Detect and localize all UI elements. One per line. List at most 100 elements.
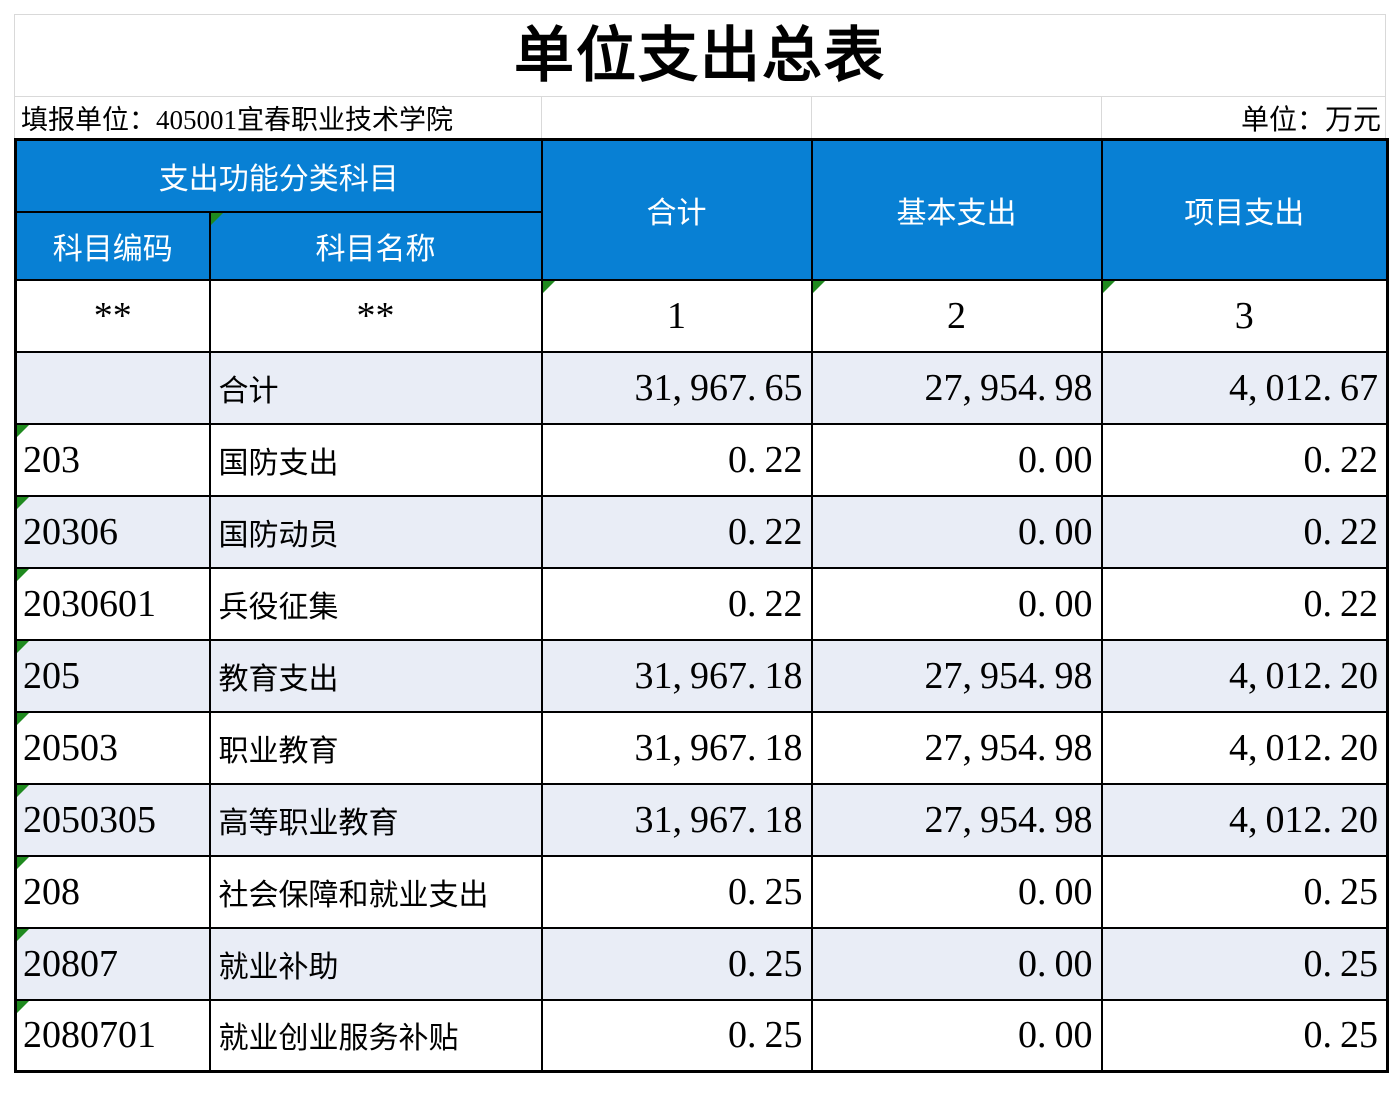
table-row: 2080701 就业创业服务补贴 0. 25 0. 00 0. 25 bbox=[14, 998, 1389, 1073]
table-row: 2050305 高等职业教育 31, 967. 18 27, 954. 98 4, 012. 20 bbox=[14, 782, 1389, 857]
row-total-cell[interactable]: 31, 967. 18 bbox=[540, 638, 813, 713]
row-name-cell[interactable]: 就业创业服务补贴 bbox=[208, 998, 543, 1073]
table-row: 20306 国防动员 0. 22 0. 00 0. 22 bbox=[14, 494, 1389, 569]
placeholder-code-cell: ** bbox=[14, 278, 211, 353]
row-basic-cell[interactable]: 0. 00 bbox=[810, 998, 1103, 1073]
row-name-cell[interactable]: 社会保障和就业支出 bbox=[208, 854, 543, 929]
row-project-cell[interactable]: 4, 012. 67 bbox=[1100, 350, 1389, 425]
error-indicator-icon bbox=[17, 425, 29, 437]
reporting-unit-label: 填报单位：405001宜春职业技术学院 bbox=[21, 105, 453, 135]
header-basic-label: 基本支出 bbox=[896, 196, 1017, 230]
table-row: 20503 职业教育 31, 967. 18 27, 954. 98 4, 012. 20 bbox=[14, 710, 1389, 785]
row-project-cell[interactable]: 4, 012. 20 bbox=[1100, 638, 1389, 713]
row-basic-cell[interactable]: 27, 954. 98 bbox=[810, 350, 1103, 425]
row-total-cell[interactable]: 0. 22 bbox=[540, 566, 813, 641]
column-index-row: ** ** 1 2 3 bbox=[14, 278, 1389, 353]
row-name-cell[interactable]: 职业教育 bbox=[208, 710, 543, 785]
table-row: 208 社会保障和就业支出 0. 25 0. 00 0. 25 bbox=[14, 854, 1389, 929]
table-row: 203 国防支出 0. 22 0. 00 0. 22 bbox=[14, 422, 1389, 497]
row-total-cell[interactable]: 31, 967. 18 bbox=[540, 710, 813, 785]
row-project-cell[interactable]: 0. 25 bbox=[1100, 998, 1389, 1073]
info-band: 填报单位：405001宜春职业技术学院 单位：万元 bbox=[14, 96, 1386, 138]
row-total-cell[interactable]: 0. 25 bbox=[540, 926, 813, 1001]
header-name-label: 科目名称 bbox=[315, 232, 436, 266]
error-indicator-icon bbox=[17, 713, 29, 725]
header-project: 项目支出 bbox=[1100, 138, 1389, 281]
row-name-cell[interactable]: 兵役征集 bbox=[208, 566, 543, 641]
table-row: 205 教育支出 31, 967. 18 27, 954. 98 4, 012. 20 bbox=[14, 638, 1389, 713]
row-project-cell[interactable]: 0. 22 bbox=[1100, 422, 1389, 497]
row-code-cell[interactable] bbox=[14, 350, 211, 425]
error-indicator-icon bbox=[17, 857, 29, 869]
placeholder-name: ** bbox=[356, 294, 395, 337]
row-basic-cell[interactable]: 27, 954. 98 bbox=[810, 710, 1103, 785]
row-name-cell[interactable]: 高等职业教育 bbox=[208, 782, 543, 857]
row-project-cell[interactable]: 4, 012. 20 bbox=[1100, 710, 1389, 785]
row-project-cell[interactable]: 0. 25 bbox=[1100, 926, 1389, 1001]
row-name-cell[interactable]: 教育支出 bbox=[208, 638, 543, 713]
row-total-cell[interactable]: 0. 25 bbox=[540, 998, 813, 1073]
column-index-2: 2 bbox=[947, 294, 966, 337]
row-code-cell[interactable]: 20503 bbox=[14, 710, 211, 785]
error-indicator-icon bbox=[17, 929, 29, 941]
row-total-cell[interactable]: 0. 25 bbox=[540, 854, 813, 929]
table-body: 合计 31, 967. 65 27, 954. 98 4, 012. 67 203 国防支出 0. 22 0… bbox=[14, 350, 1389, 1073]
header-func-group: 支出功能分类科目 bbox=[14, 138, 543, 213]
header-total: 合计 bbox=[540, 138, 813, 281]
row-code-cell[interactable]: 2050305 bbox=[14, 782, 211, 857]
row-basic-cell[interactable]: 27, 954. 98 bbox=[810, 638, 1103, 713]
row-code-cell[interactable]: 205 bbox=[14, 638, 211, 713]
row-code-cell[interactable]: 203 bbox=[14, 422, 211, 497]
row-project-cell[interactable]: 0. 25 bbox=[1100, 854, 1389, 929]
header-row-1: 支出功能分类科目 合计 基本支出 项目支出 bbox=[14, 138, 1389, 281]
header-project-label: 项目支出 bbox=[1184, 196, 1305, 230]
column-index-1: 1 bbox=[667, 294, 686, 337]
row-basic-cell[interactable]: 0. 00 bbox=[810, 494, 1103, 569]
header-code-label: 科目编码 bbox=[52, 232, 173, 266]
row-total-cell[interactable]: 31, 967. 18 bbox=[540, 782, 813, 857]
row-code-cell[interactable]: 208 bbox=[14, 854, 211, 929]
row-total-cell[interactable]: 0. 22 bbox=[540, 422, 813, 497]
row-project-cell[interactable]: 0. 22 bbox=[1100, 494, 1389, 569]
table-row: 20807 就业补助 0. 25 0. 00 0. 25 bbox=[14, 926, 1389, 1001]
placeholder-name-cell: ** bbox=[208, 278, 543, 353]
page-title: 单位支出总表 bbox=[514, 22, 886, 89]
error-indicator-icon bbox=[17, 1001, 29, 1013]
error-indicator-icon bbox=[17, 641, 29, 653]
row-basic-cell[interactable]: 0. 00 bbox=[810, 566, 1103, 641]
row-name-cell[interactable]: 国防支出 bbox=[208, 422, 543, 497]
row-total-cell[interactable]: 0. 22 bbox=[540, 494, 813, 569]
row-code-cell[interactable]: 20306 bbox=[14, 494, 211, 569]
error-indicator-icon bbox=[813, 281, 825, 293]
row-code-cell[interactable]: 2030601 bbox=[14, 566, 211, 641]
row-basic-cell[interactable]: 0. 00 bbox=[810, 422, 1103, 497]
gridline bbox=[1101, 97, 1102, 138]
row-project-cell[interactable]: 4, 012. 20 bbox=[1100, 782, 1389, 857]
row-code-cell[interactable]: 2080701 bbox=[14, 998, 211, 1073]
row-basic-cell[interactable]: 0. 00 bbox=[810, 926, 1103, 1001]
row-basic-cell[interactable]: 27, 954. 98 bbox=[810, 782, 1103, 857]
error-indicator-icon bbox=[17, 497, 29, 509]
expenditure-table: 支出功能分类科目 合计 基本支出 项目支出 科目编码 科目名称 bbox=[14, 138, 1389, 1073]
row-basic-cell[interactable]: 0. 00 bbox=[810, 854, 1103, 929]
gridline bbox=[811, 97, 812, 138]
table-row: 合计 31, 967. 65 27, 954. 98 4, 012. 67 bbox=[14, 350, 1389, 425]
row-name-cell[interactable]: 就业补助 bbox=[208, 926, 543, 1001]
error-indicator-icon bbox=[543, 281, 555, 293]
row-code-cell[interactable]: 20807 bbox=[14, 926, 211, 1001]
header-code: 科目编码 bbox=[14, 210, 211, 281]
row-total-cell[interactable]: 31, 967. 65 bbox=[540, 350, 813, 425]
spreadsheet-sheet: 单位支出总表 填报单位：405001宜春职业技术学院 单位：万元 支出功能分类科… bbox=[14, 14, 1389, 1073]
column-index-1-cell: 1 bbox=[540, 278, 813, 353]
row-name-cell[interactable]: 合计 bbox=[208, 350, 543, 425]
header-basic: 基本支出 bbox=[810, 138, 1103, 281]
error-indicator-icon bbox=[1103, 281, 1115, 293]
row-project-cell[interactable]: 0. 22 bbox=[1100, 566, 1389, 641]
error-indicator-icon bbox=[17, 785, 29, 797]
header-total-label: 合计 bbox=[646, 196, 707, 230]
row-name-cell[interactable]: 国防动员 bbox=[208, 494, 543, 569]
placeholder-code: ** bbox=[93, 294, 132, 337]
gridline bbox=[541, 97, 542, 138]
title-band: 单位支出总表 bbox=[14, 14, 1386, 96]
column-index-3: 3 bbox=[1234, 294, 1254, 337]
